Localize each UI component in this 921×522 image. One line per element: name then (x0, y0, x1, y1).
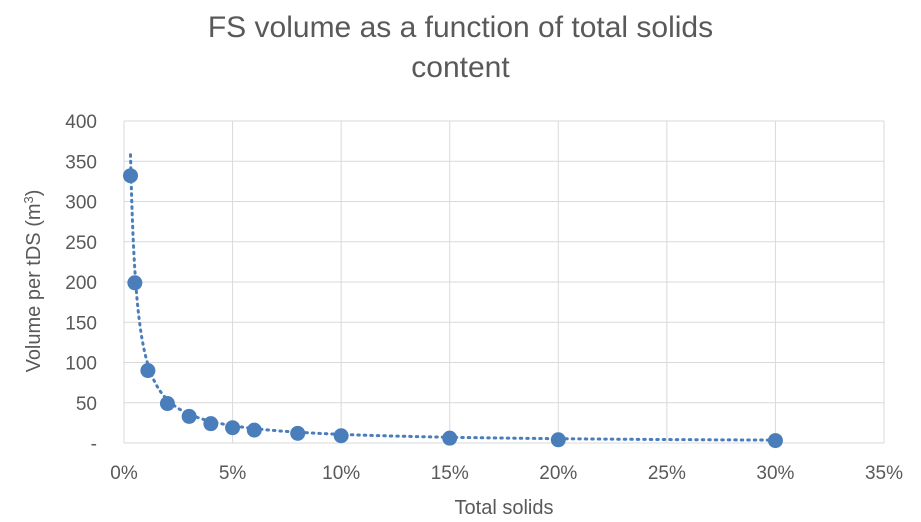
trendline-group (129, 153, 777, 442)
trendline (129, 153, 777, 442)
data-point (203, 416, 219, 432)
x-tick-label: 35% (865, 463, 903, 484)
tick-labels: - 50 100 150 200 250 300 350 400 0% 5% 10% 15% 20% 25%… (65, 112, 903, 484)
data-point (127, 275, 143, 291)
data-point (123, 168, 139, 184)
data-point (550, 432, 566, 448)
data-point (225, 420, 241, 436)
y-tick-label: - (91, 434, 97, 455)
data-point (333, 428, 349, 444)
y-tick-label: 400 (65, 112, 97, 133)
y-axis-title-end: ) (23, 190, 45, 197)
x-tick-label: 30% (756, 463, 794, 484)
y-tick-label: 100 (65, 354, 97, 375)
data-points (123, 168, 783, 449)
x-tick-label: 15% (431, 463, 469, 484)
x-axis-title: Total solids (455, 497, 554, 519)
y-tick-label: 250 (65, 233, 97, 254)
x-tick-label: 10% (322, 463, 360, 484)
y-tick-label: 350 (65, 152, 97, 173)
data-point (290, 425, 306, 441)
gridlines (124, 120, 885, 443)
x-tick-label: 20% (539, 463, 577, 484)
data-point (767, 433, 783, 449)
y-tick-label: 200 (65, 273, 97, 294)
y-tick-label: 150 (65, 313, 97, 334)
y-axis-title: Volume per tDS (m3) (21, 190, 45, 373)
data-point (140, 363, 156, 379)
y-axis-title-sup: 3 (21, 196, 36, 203)
x-tick-label: 5% (219, 463, 247, 484)
x-tick-label: 25% (648, 463, 686, 484)
y-axis-title-main: Volume per tDS (m (23, 203, 45, 372)
y-tick-label: 50 (76, 394, 97, 415)
data-point (159, 396, 175, 412)
chart-title-line2: content (411, 51, 510, 84)
data-point (246, 422, 262, 438)
y-tick-label: 300 (65, 193, 97, 214)
x-tick-label: 0% (110, 463, 138, 484)
chart-title-line1: FS volume as a function of total solids (207, 11, 714, 44)
data-point (181, 408, 197, 424)
data-point (442, 430, 458, 446)
chart-title: FS volume as a function of total solids … (0, 8, 921, 88)
